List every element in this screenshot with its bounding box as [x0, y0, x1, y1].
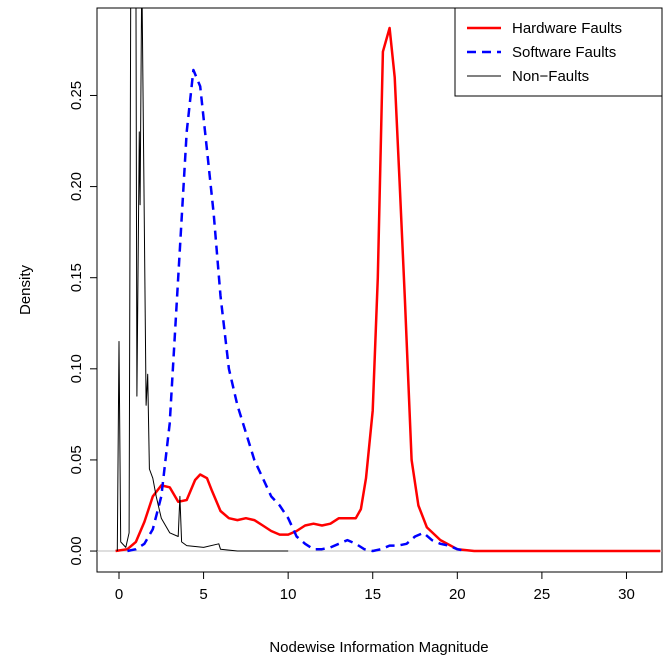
x-tick-label: 20 — [449, 586, 466, 603]
y-tick-label: 0.15 — [68, 263, 85, 292]
series-line — [115, 26, 661, 553]
legend-label: Hardware Faults — [512, 20, 622, 37]
x-tick-label: 15 — [364, 586, 381, 603]
y-tick-label: 0.25 — [68, 81, 85, 110]
series-line — [116, 8, 289, 552]
x-axis-label: Nodewise Information Magnitude — [269, 639, 488, 656]
x-tick-label: 30 — [618, 586, 635, 603]
x-tick-label: 0 — [115, 586, 123, 603]
y-tick-label: 0.05 — [68, 445, 85, 474]
x-tick-label: 10 — [280, 586, 297, 603]
y-tick-label: 0.10 — [68, 354, 85, 383]
x-tick-label: 25 — [534, 586, 551, 603]
series-line — [127, 68, 467, 553]
y-axis-label: Density — [17, 264, 34, 315]
legend-label: Non−Faults — [512, 68, 589, 85]
legend-label: Software Faults — [512, 44, 616, 61]
y-tick-label: 0.20 — [68, 172, 85, 201]
plot-area — [115, 8, 661, 553]
y-tick-label: 0.00 — [68, 536, 85, 565]
x-tick-label: 5 — [199, 586, 207, 603]
